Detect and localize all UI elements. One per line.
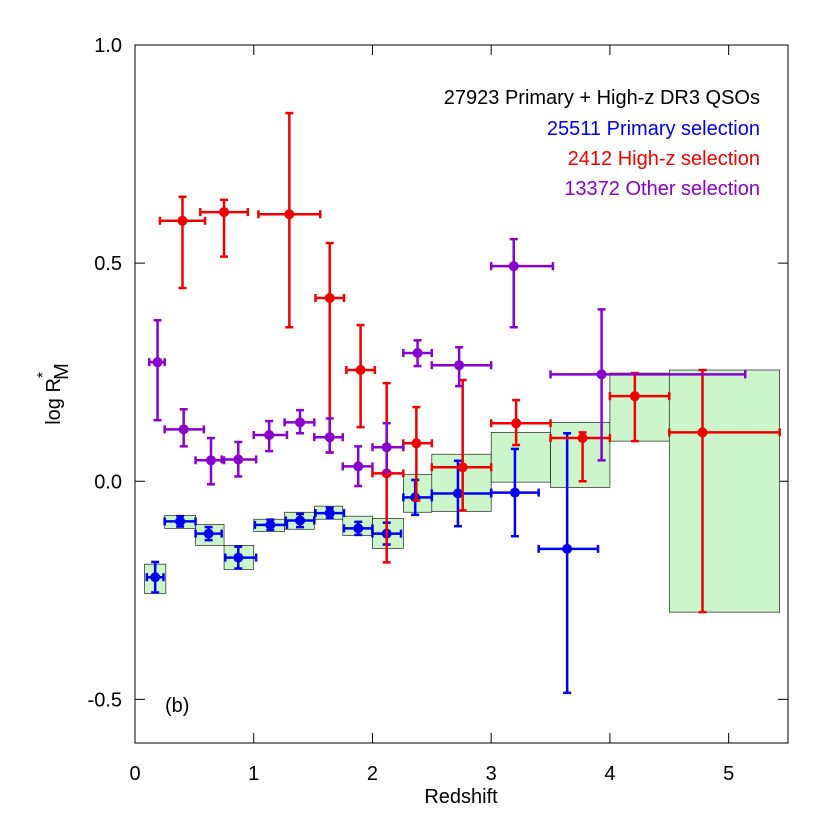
point: [324, 508, 335, 519]
point: [411, 438, 422, 449]
point: [233, 454, 244, 465]
systematic-box: [490, 432, 551, 483]
x-tick-label: 1: [248, 763, 259, 785]
point: [205, 455, 216, 466]
point: [233, 552, 244, 563]
point: [264, 430, 275, 441]
legend-title: 27923 Primary + High-z DR3 QSOs: [444, 87, 760, 109]
point: [381, 442, 392, 453]
point: [509, 487, 520, 498]
point: [175, 516, 186, 527]
x-tick-label: 0: [129, 763, 140, 785]
y-tick-label: 0.5: [94, 253, 122, 275]
y-tick-label: -0.5: [88, 689, 122, 711]
point: [353, 461, 364, 472]
y-tick-label: 0.0: [94, 471, 122, 493]
point: [178, 424, 189, 435]
point: [295, 515, 306, 526]
point: [284, 209, 295, 220]
point: [412, 347, 423, 358]
point: [324, 432, 335, 443]
plot-frame: [134, 44, 789, 744]
point: [508, 261, 519, 272]
x-axis-label: Redshift: [424, 786, 498, 808]
systematic-box: [668, 369, 780, 613]
y-label-sup: *: [35, 372, 52, 378]
point: [577, 433, 588, 444]
point: [295, 417, 306, 428]
point: [697, 427, 708, 438]
y-axis-label: log R*M: [35, 363, 73, 425]
panel-label: (b): [165, 695, 189, 717]
point: [203, 528, 214, 539]
y-label-sub: M: [51, 363, 73, 380]
y-label-base: log R: [43, 378, 65, 425]
legend-entry: 25511 Primary selection: [547, 118, 760, 140]
point: [150, 572, 161, 583]
point: [457, 462, 468, 473]
point: [355, 365, 366, 376]
point: [219, 207, 230, 218]
point: [454, 360, 465, 371]
systematic-box: [609, 372, 670, 442]
point: [324, 293, 335, 304]
point: [629, 391, 640, 402]
point: [452, 488, 463, 499]
point: [562, 543, 573, 554]
x-tick-label: 2: [367, 763, 378, 785]
point: [152, 357, 163, 368]
point: [596, 369, 607, 380]
x-tick-label: 5: [723, 763, 734, 785]
point: [177, 215, 188, 226]
x-tick-label: 4: [604, 763, 615, 785]
point: [353, 523, 364, 534]
x-tick-label: 3: [486, 763, 497, 785]
legend-entry: 2412 High-z selection: [568, 148, 760, 170]
point: [265, 519, 276, 530]
point: [511, 418, 522, 429]
legend-entry: 13372 Other selection: [564, 178, 760, 200]
y-tick-label: 1.0: [94, 35, 122, 57]
